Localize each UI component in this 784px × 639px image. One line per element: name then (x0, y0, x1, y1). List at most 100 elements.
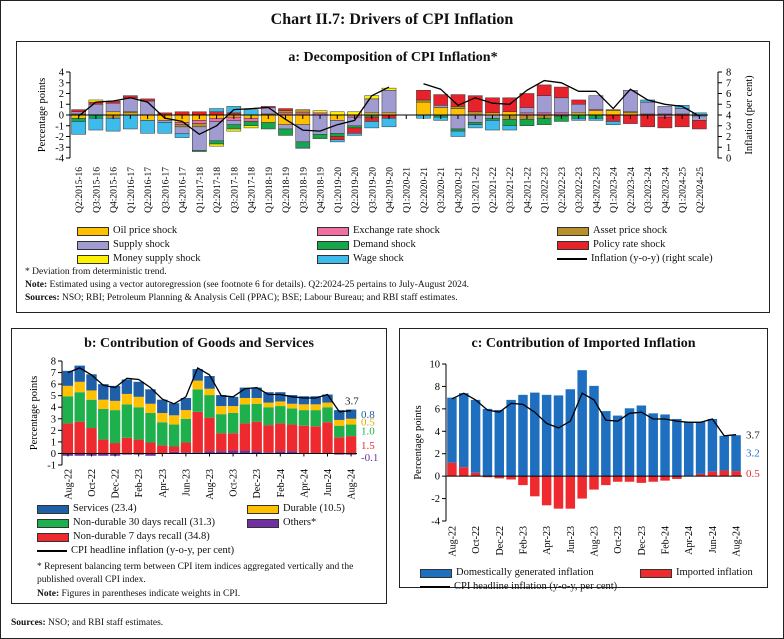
bar-wage-shock (364, 121, 380, 129)
bar-non-durable-30-days-recall-31-3 (227, 413, 239, 434)
bar-oil-price-shock (433, 107, 449, 116)
y-tick-label: 4 (59, 68, 65, 79)
end-label: 3.7 (746, 430, 760, 442)
y-tick-label: 0 (59, 111, 64, 122)
panel-a-footnote: * Deviation from deterministic trend. (25, 267, 167, 277)
bar-domestically-generated-inflation (494, 409, 505, 477)
bar-money-supply-shock (312, 110, 328, 114)
bar-non-durable-30-days-recall-31-3 (286, 408, 298, 425)
legend-item-non-durable-30-days-recall-31-3: Non-durable 30 days recall (31.3) (37, 517, 215, 529)
bar-domestically-generated-inflation (660, 414, 670, 477)
bar-demand-shock (502, 119, 518, 127)
bar-asset-price-shock (416, 99, 431, 103)
bar-supply-shock (174, 126, 190, 134)
legend-swatch (77, 240, 109, 250)
y2-tick-label: 3 (726, 121, 731, 132)
legend-label: Domestically generated inflation (456, 567, 594, 578)
bar-imported-inflation (636, 476, 647, 483)
legend-label: Supply shock (113, 239, 170, 250)
bar-non-durable-30-days-recall-31-3 (322, 407, 333, 423)
x-tick-label: Q3:2023-24 (644, 167, 654, 213)
legend-swatch (317, 240, 349, 250)
bar-domestically-generated-inflation (636, 405, 647, 477)
y-tick-label: 0 (51, 449, 56, 460)
bar-asset-price-shock (192, 123, 207, 128)
bar-durable-10-5 (286, 403, 298, 409)
x-tick-label: Q4:2017-18 (248, 167, 258, 213)
bar-wage-shock (209, 108, 224, 113)
bar-durable-10-5 (334, 419, 345, 426)
bar-non-durable-30-days-recall-31-3 (74, 392, 85, 422)
y-tick-label: 3 (51, 414, 56, 425)
bar-domestically-generated-inflation (719, 435, 729, 471)
x-tick-label: Q1:2019-20 (334, 167, 344, 213)
note-text: Estimated using a vector autoregression … (47, 280, 470, 290)
bar-non-durable-30-days-recall-31-3 (263, 407, 274, 426)
legend-item-supply-shock: Supply shock (77, 239, 170, 251)
bar-non-durable-30-days-recall-31-3 (121, 404, 133, 438)
x-tick-label: Oct-22 (87, 469, 98, 497)
bar-supply-shock (554, 97, 569, 114)
x-tick-label: Apr-24 (299, 469, 310, 498)
bar-services-23-4 (216, 395, 227, 407)
legend-swatch (557, 226, 589, 236)
panel-c-title: c: Contribution of Imported Inflation (471, 336, 696, 351)
x-tick-label: Q1:2020-21 (403, 167, 413, 213)
legend-label: Money supply shock (113, 253, 201, 264)
bar-wage-shock (329, 139, 345, 143)
bar-demand-shock (312, 134, 328, 139)
legend-swatch (37, 518, 69, 528)
y2-tick-label: 2 (726, 132, 731, 143)
x-tick-label: Q4:2022-23 (592, 167, 602, 213)
bar-services-23-4 (204, 376, 215, 389)
x-tick-label: Feb-24 (276, 469, 287, 497)
bar-demand-shock (467, 122, 483, 125)
bar-domestically-generated-inflation (518, 394, 528, 477)
x-tick-label: Apr-24 (684, 526, 695, 555)
bar-policy-rate-shock (450, 94, 466, 107)
x-tick-label: Q3:2016-17 (161, 167, 171, 213)
bar-others (216, 451, 227, 454)
bar-durable-10-5 (109, 400, 121, 411)
y-tick-label: 3 (59, 78, 64, 89)
panel-c: c: Contribution of Imported Inflation 10… (399, 328, 768, 592)
bar-domestically-generated-inflation (731, 435, 741, 472)
bar-non-durable-30-days-recall-31-3 (62, 396, 74, 424)
y-tick-label: 7 (51, 368, 56, 379)
legend-swatch (77, 226, 109, 236)
bar-domestically-generated-inflation (541, 394, 552, 477)
bar-domestically-generated-inflation (707, 418, 718, 472)
bar-non-durable-7-days-recall-34-8 (133, 439, 144, 454)
y-tick-label: -1 (47, 461, 56, 472)
bar-others (145, 453, 156, 456)
bar-wage-shock (347, 133, 362, 136)
bar-imported-inflation (577, 476, 587, 499)
legend-swatch (640, 568, 672, 578)
bar-non-durable-7-days-recall-34-8 (310, 426, 321, 454)
y-tick-label: -4 (431, 517, 440, 528)
legend-item-wage-shock: Wage shock (317, 253, 404, 265)
figure-sources: Sources: NSO; and RBI staff estimates. (11, 617, 163, 630)
bar-durable-10-5 (157, 413, 168, 423)
legend-item-durable-10-5: Durable (10.5) (247, 503, 345, 515)
bar-wage-shock (140, 120, 155, 134)
bar-domestically-generated-inflation (506, 399, 516, 477)
y-tick-label: -3 (55, 143, 64, 154)
bar-non-durable-30-days-recall-31-3 (345, 424, 357, 437)
inflation-line (451, 392, 737, 437)
bar-imported-inflation (695, 473, 706, 477)
bar-supply-shock (140, 100, 155, 116)
x-tick-label: Q4:2019-20 (386, 167, 396, 213)
legend-item-cpi-headline-inflation-y-o-y-per-cent: CPI headline inflation (y-o-y, per cent) (420, 581, 617, 593)
bar-imported-inflation (541, 476, 552, 506)
bar-imported-inflation (565, 476, 576, 509)
x-tick-label: Q1:2018-19 (265, 167, 275, 213)
bar-asset-price-shock (295, 109, 311, 114)
x-tick-label: Q3:2018-19 (299, 167, 309, 213)
legend-item-exchange-rate-shock: Exchange rate shock (317, 225, 440, 237)
end-label: 0.5 (746, 468, 760, 480)
y-tick-label: -2 (431, 494, 440, 505)
legend-label: Imported inflation (676, 567, 753, 578)
y-tick-label: 4 (435, 427, 441, 438)
x-tick-label: Aug-24 (732, 526, 743, 557)
